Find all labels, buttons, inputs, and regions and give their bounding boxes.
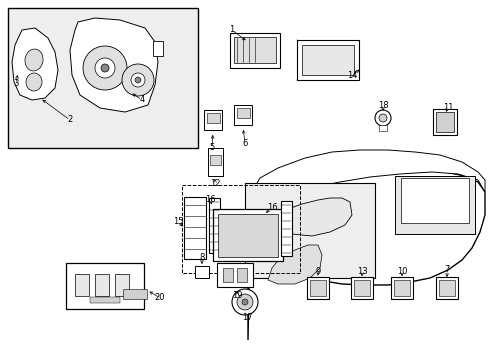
Bar xyxy=(296,40,358,80)
Bar xyxy=(229,32,280,68)
Bar xyxy=(95,274,109,296)
Ellipse shape xyxy=(26,73,42,91)
Bar xyxy=(115,274,129,296)
Text: 1: 1 xyxy=(229,26,234,35)
Bar xyxy=(353,280,369,296)
Text: 13: 13 xyxy=(356,267,366,276)
Bar xyxy=(234,37,275,63)
Circle shape xyxy=(135,77,141,83)
Text: 16: 16 xyxy=(204,195,215,204)
Circle shape xyxy=(131,73,145,87)
Text: 17: 17 xyxy=(241,314,252,323)
Bar xyxy=(432,109,456,135)
Bar xyxy=(8,8,198,148)
Bar xyxy=(394,176,474,234)
Bar xyxy=(400,177,468,222)
Bar xyxy=(123,289,147,299)
Circle shape xyxy=(83,46,127,90)
Bar xyxy=(209,155,220,165)
Circle shape xyxy=(242,299,247,305)
Bar xyxy=(435,112,453,132)
Bar xyxy=(153,40,163,55)
Bar xyxy=(217,263,252,287)
Polygon shape xyxy=(267,245,321,284)
Bar xyxy=(378,125,386,131)
Bar xyxy=(435,277,457,299)
Bar xyxy=(280,201,291,256)
Circle shape xyxy=(237,294,252,310)
Polygon shape xyxy=(70,18,158,112)
Polygon shape xyxy=(247,150,484,228)
Bar xyxy=(206,113,219,123)
Bar xyxy=(309,280,325,296)
Text: 5: 5 xyxy=(209,144,214,153)
Text: 15: 15 xyxy=(172,217,183,226)
Bar xyxy=(218,213,278,256)
Bar xyxy=(195,266,208,278)
Bar xyxy=(183,197,205,259)
Bar xyxy=(350,277,372,299)
Bar xyxy=(244,183,374,278)
Bar xyxy=(390,277,412,299)
Circle shape xyxy=(231,289,258,315)
Text: 19: 19 xyxy=(231,292,242,301)
Bar xyxy=(213,209,283,261)
Text: 18: 18 xyxy=(377,102,387,111)
Circle shape xyxy=(95,58,115,78)
Bar xyxy=(66,263,143,309)
Bar xyxy=(207,148,222,176)
Bar xyxy=(393,280,409,296)
Polygon shape xyxy=(267,198,351,236)
Polygon shape xyxy=(12,28,58,100)
Polygon shape xyxy=(247,168,484,340)
Ellipse shape xyxy=(25,49,43,71)
Text: 7: 7 xyxy=(444,266,449,274)
Bar xyxy=(182,185,299,273)
Bar xyxy=(203,110,222,130)
Bar xyxy=(306,277,328,299)
Circle shape xyxy=(122,64,154,96)
Text: 4: 4 xyxy=(139,95,144,104)
Text: 6: 6 xyxy=(242,139,247,148)
Text: 9: 9 xyxy=(315,267,320,276)
Text: 2: 2 xyxy=(67,116,73,125)
Bar xyxy=(234,105,251,125)
Bar xyxy=(237,268,246,282)
Bar xyxy=(75,274,89,296)
Bar xyxy=(302,45,353,75)
Text: 3: 3 xyxy=(13,80,19,89)
Text: 8: 8 xyxy=(199,252,204,261)
Circle shape xyxy=(101,64,109,72)
Bar xyxy=(208,198,219,252)
Bar xyxy=(223,268,232,282)
Text: 16: 16 xyxy=(266,202,277,211)
Text: 10: 10 xyxy=(396,267,407,276)
Text: 11: 11 xyxy=(442,103,452,112)
Text: 14: 14 xyxy=(346,71,357,80)
Circle shape xyxy=(374,110,390,126)
Bar xyxy=(236,108,249,118)
Text: 20: 20 xyxy=(154,293,165,302)
Text: 12: 12 xyxy=(209,179,220,188)
Circle shape xyxy=(378,114,386,122)
Bar xyxy=(90,297,120,303)
Bar xyxy=(438,280,454,296)
